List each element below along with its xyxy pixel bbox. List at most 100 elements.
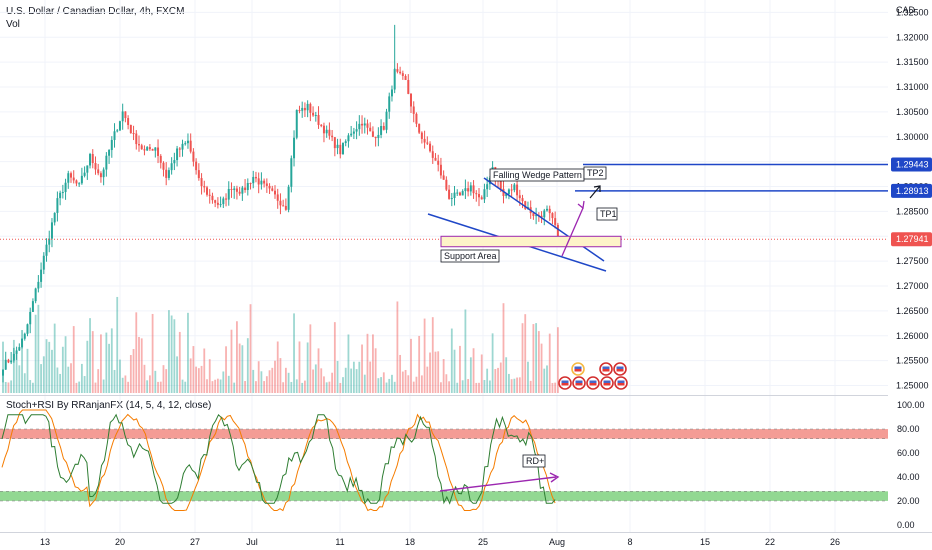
time-tick-label: 20 [115, 537, 125, 547]
candle-body [151, 149, 154, 151]
candle-body [322, 125, 325, 134]
candle-body [556, 224, 559, 240]
volume-bar [86, 340, 89, 393]
volume-bar [178, 331, 181, 393]
candle-body [4, 359, 7, 370]
volume-bar [173, 319, 176, 393]
candle-body [165, 169, 168, 178]
volume-bar [246, 338, 249, 393]
volume-bar [355, 369, 358, 393]
candle-body [290, 158, 293, 187]
candle-body [67, 173, 70, 183]
stoch-rsi-panel: RD+ [0, 409, 888, 512]
time-axis[interactable]: 13 20 27 Jul 11 18 25 Aug 8 15 22 26 [0, 532, 932, 548]
volume-bar [431, 317, 434, 393]
volume-bar [244, 381, 246, 393]
candle-body [371, 131, 374, 137]
candle-body [184, 143, 187, 145]
symbol-title: U.S. Dollar / Canadian Dollar, 4h, FXCM [6, 6, 185, 17]
flag-icon [602, 369, 610, 372]
volume-bar [352, 361, 355, 393]
candle-body [116, 130, 119, 132]
volume-bar [61, 346, 64, 393]
price-tick-label: 1.27500 [896, 256, 929, 266]
candle-body [146, 147, 149, 151]
candle-body [15, 350, 18, 354]
candle-body [502, 188, 505, 197]
candle-body [42, 255, 45, 270]
volume-bar [290, 381, 293, 393]
volume-bar [418, 335, 421, 393]
volume-bar [252, 369, 255, 393]
candle-body [437, 160, 440, 165]
volume-bar [434, 351, 437, 393]
candle-body [546, 208, 548, 211]
volume-bar [415, 376, 418, 393]
volume-bar [396, 301, 399, 393]
candle-body [148, 147, 151, 150]
candle-body [271, 188, 274, 191]
candle-body [401, 73, 404, 76]
candle-body [295, 110, 298, 138]
candle-body [208, 194, 211, 196]
candle-body [276, 194, 279, 201]
candle-body [91, 154, 94, 164]
candle-body [312, 112, 315, 116]
candle-body [486, 184, 489, 190]
candle-body [29, 311, 32, 325]
price-tick-label: 1.26500 [896, 306, 929, 316]
volume-bar [72, 326, 75, 393]
volume-bar [284, 367, 287, 393]
volume-bar [339, 382, 342, 393]
tp1-arrow-head [577, 200, 585, 210]
volume-bar [184, 381, 187, 393]
volume-bar [32, 382, 34, 393]
volume-bar [265, 376, 268, 393]
candle-body [336, 144, 339, 149]
price-tick-label: 1.25500 [896, 356, 929, 366]
candle-body [331, 135, 334, 138]
overbought-band [0, 429, 888, 439]
volume-bar [56, 367, 59, 393]
support-area-label-box [440, 249, 500, 263]
flag-icon [617, 383, 625, 386]
candle-body [306, 103, 309, 111]
candle-body [317, 115, 320, 125]
volume-bar [459, 345, 461, 393]
candle-body [127, 118, 130, 125]
volume-bar [197, 368, 200, 393]
volume-bar [325, 382, 328, 393]
rd-label: RD+ [526, 456, 544, 466]
volume-bar [301, 382, 304, 393]
volume-bar [83, 376, 86, 393]
candle-body [439, 164, 442, 176]
price-tick-label: 1.32000 [896, 32, 929, 42]
volume-bar [276, 341, 279, 393]
flag-icon [616, 369, 624, 372]
currency-label: CAD [896, 5, 916, 15]
pattern-label: Falling Wedge Pattern [493, 170, 582, 180]
volume-bar [89, 318, 91, 393]
stoch-tick-label: 0.00 [897, 520, 915, 530]
candle-body [513, 184, 516, 191]
volume-bar [480, 354, 483, 393]
candle-body [241, 187, 244, 194]
volume-bar [420, 375, 423, 393]
candle-body [72, 177, 75, 181]
candle-body [233, 188, 236, 190]
volume-bar [70, 363, 72, 393]
flag-icon [575, 383, 583, 386]
volume-bar [543, 368, 546, 393]
candle-body [396, 69, 399, 72]
volume-bar [59, 373, 62, 393]
candle-body [238, 191, 241, 194]
volume-bar [170, 315, 173, 393]
volume-bar [298, 341, 301, 393]
volume-bar [521, 323, 524, 393]
volume-bar [282, 382, 285, 393]
volume-bar [423, 318, 426, 393]
candle-body [12, 353, 15, 361]
candle-body [200, 178, 203, 187]
